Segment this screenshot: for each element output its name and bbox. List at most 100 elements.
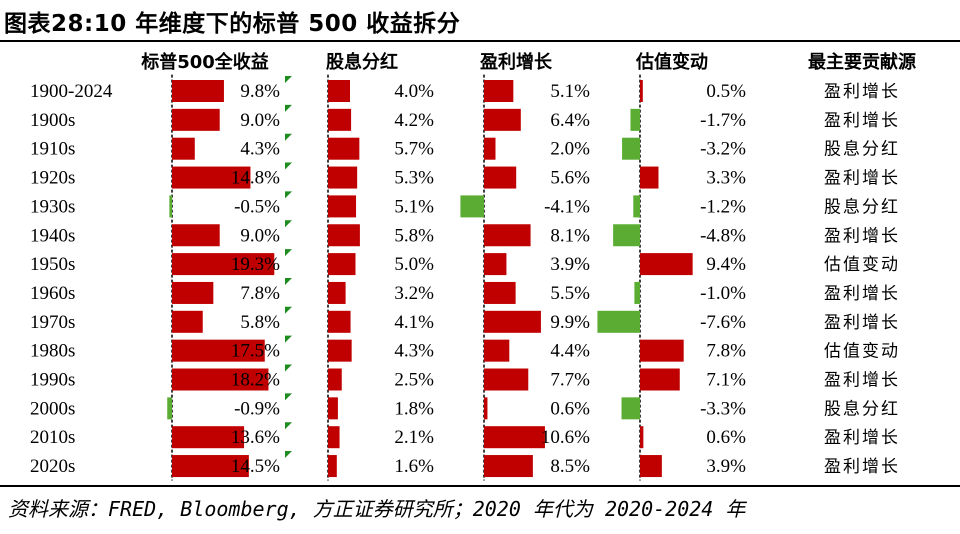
bar-div: [328, 80, 350, 102]
period-label: 1970s: [30, 312, 75, 333]
period-label: 1900s: [30, 110, 75, 131]
main-contributor-label: 股息分红: [824, 140, 900, 160]
bar-total: [172, 224, 220, 247]
value-label-total: 13.6%: [231, 427, 280, 448]
value-label-div: 1.6%: [394, 456, 434, 477]
value-label-total: 18.2%: [231, 370, 280, 391]
bar-div: [328, 137, 360, 160]
value-label-earn: 2.0%: [550, 139, 590, 160]
bar-val: [640, 166, 659, 189]
bar-earn: [484, 397, 488, 420]
bar-total: [172, 455, 249, 478]
value-label-total: 17.5%: [231, 341, 280, 362]
period-label: 1990s: [30, 370, 75, 391]
bar-earn: [484, 253, 507, 276]
value-label-div: 4.2%: [394, 110, 434, 131]
bar-div: [328, 166, 358, 189]
value-label-total: 14.5%: [231, 456, 280, 477]
main-contributor-label: 估值变动: [824, 342, 900, 362]
value-label-total: 7.8%: [240, 283, 280, 304]
bar-val: [597, 310, 640, 333]
bar-earn: [484, 224, 531, 247]
bar-earn: [484, 80, 514, 102]
period-label: 1960s: [30, 283, 75, 304]
column-header: 估值变动: [635, 51, 708, 73]
bar-val: [621, 397, 640, 420]
value-label-total: 5.8%: [240, 312, 280, 333]
bar-total: [172, 310, 203, 333]
main-contributor-label: 盈利增长: [824, 284, 900, 304]
value-label-val: -3.2%: [700, 139, 746, 160]
main-contributor-label: 股息分红: [824, 197, 900, 217]
bar-total: [167, 397, 172, 420]
bar-total: [172, 137, 195, 160]
value-label-earn: 8.5%: [550, 456, 590, 477]
bar-div: [328, 310, 351, 333]
bar-earn: [484, 137, 496, 160]
main-contributor-label: 盈利增长: [824, 313, 900, 333]
bar-earn: [484, 339, 510, 362]
cell-flag-marker: [285, 104, 292, 112]
value-label-div: 3.2%: [394, 283, 434, 304]
value-label-earn: 5.1%: [550, 81, 590, 102]
cell-flag-marker: [285, 451, 292, 459]
cell-flag-marker: [285, 277, 292, 285]
bar-val: [640, 339, 684, 362]
bar-div: [328, 224, 360, 247]
bar-div: [328, 426, 340, 449]
top-rule: [0, 40, 960, 42]
period-label: 1930s: [30, 196, 75, 217]
value-label-total: 9.0%: [240, 225, 280, 246]
value-label-val: 0.6%: [706, 427, 746, 448]
period-label: 1910s: [30, 139, 75, 160]
main-contributor-label: 估值变动: [824, 255, 900, 275]
value-label-total: -0.9%: [234, 398, 280, 419]
bar-div: [328, 281, 346, 304]
main-contributor-label: 盈利增长: [824, 428, 900, 448]
main-contributor-label: 盈利增长: [824, 82, 900, 102]
value-label-val: 7.8%: [706, 341, 746, 362]
bar-earn: [484, 368, 529, 391]
period-label: 1900-2024: [30, 81, 113, 102]
bar-val: [633, 195, 640, 218]
value-label-div: 4.0%: [394, 81, 434, 102]
bar-val: [640, 368, 680, 391]
bar-val: [640, 253, 693, 276]
value-label-div: 5.3%: [394, 168, 434, 189]
cell-flag-marker: [285, 393, 292, 401]
value-label-total: 4.3%: [240, 139, 280, 160]
value-label-val: 7.1%: [706, 370, 746, 391]
chart-title: 图表28:10 年维度下的标普 500 收益拆分: [4, 11, 461, 37]
value-label-earn: 0.6%: [550, 398, 590, 419]
main-contributor-label: 盈利增长: [824, 371, 900, 391]
value-label-total: 19.3%: [231, 254, 280, 275]
value-label-div: 5.7%: [394, 139, 434, 160]
value-label-val: 3.9%: [706, 456, 746, 477]
value-label-earn: 9.9%: [550, 312, 590, 333]
bottom-rule: [0, 485, 960, 487]
bar-total: [169, 195, 172, 218]
value-label-val: -7.6%: [700, 312, 746, 333]
cell-flag-marker: [285, 249, 292, 257]
bar-total: [172, 166, 251, 189]
bar-total: [172, 80, 224, 102]
value-label-earn: 6.4%: [550, 110, 590, 131]
bar-val: [640, 426, 644, 449]
bar-val: [640, 455, 662, 478]
value-label-val: -1.2%: [700, 196, 746, 217]
bar-div: [328, 455, 337, 478]
cell-flag-marker: [285, 133, 292, 141]
bar-total: [172, 108, 220, 131]
bar-div: [328, 195, 357, 218]
column-header: 盈利增长: [479, 51, 553, 73]
bar-div: [328, 108, 352, 131]
cell-flag-marker: [285, 76, 292, 83]
main-contributor-label: 盈利增长: [824, 457, 900, 477]
value-label-div: 5.0%: [394, 254, 434, 275]
bar-val: [630, 108, 640, 131]
bar-earn: [484, 310, 541, 333]
value-label-div: 4.3%: [394, 341, 434, 362]
bar-div: [328, 397, 338, 420]
main-contributor-label: 盈利增长: [824, 226, 900, 246]
period-label: 1920s: [30, 168, 75, 189]
